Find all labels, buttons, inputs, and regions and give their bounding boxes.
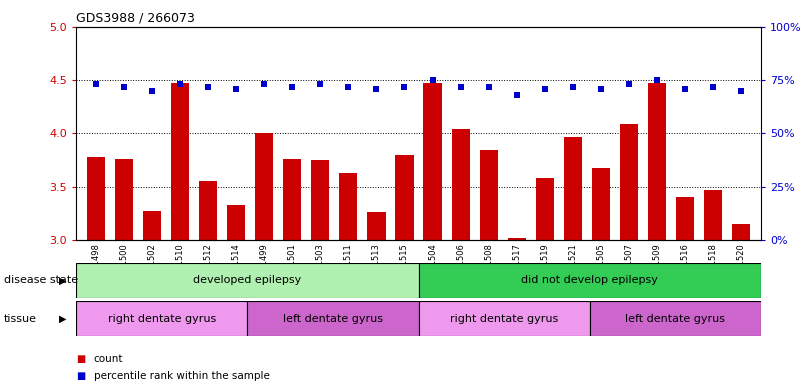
Bar: [620, 124, 638, 240]
Bar: [452, 129, 469, 240]
Point: [230, 86, 243, 92]
Point: [118, 83, 131, 89]
Text: did not develop epilepsy: did not develop epilepsy: [521, 275, 658, 285]
Bar: [676, 197, 694, 240]
Bar: [536, 178, 554, 240]
Bar: [592, 167, 610, 240]
Point: [594, 86, 607, 92]
Text: right dentate gyrus: right dentate gyrus: [450, 314, 558, 324]
Point: [678, 86, 691, 92]
Text: developed epilepsy: developed epilepsy: [193, 275, 301, 285]
Bar: [227, 205, 245, 240]
Bar: [732, 224, 751, 240]
Text: right dentate gyrus: right dentate gyrus: [107, 314, 215, 324]
Bar: [424, 83, 441, 240]
Point: [314, 81, 327, 88]
Point: [650, 77, 663, 83]
Bar: [87, 157, 105, 240]
Point: [174, 81, 187, 88]
Point: [538, 86, 551, 92]
Bar: [143, 211, 161, 240]
Text: ▶: ▶: [58, 314, 66, 324]
Bar: [255, 134, 273, 240]
Bar: [508, 238, 526, 240]
Point: [90, 81, 103, 88]
Point: [398, 83, 411, 89]
Bar: [704, 190, 723, 240]
Point: [258, 81, 271, 88]
Bar: [480, 151, 497, 240]
Text: ■: ■: [76, 354, 86, 364]
Bar: [283, 159, 301, 240]
Bar: [199, 181, 217, 240]
Point: [342, 83, 355, 89]
Bar: [76, 301, 248, 336]
Point: [482, 83, 495, 89]
Text: left dentate gyrus: left dentate gyrus: [283, 314, 383, 324]
Bar: [418, 301, 590, 336]
Bar: [418, 263, 761, 298]
Text: ■: ■: [76, 371, 86, 381]
Bar: [311, 160, 329, 240]
Text: tissue: tissue: [4, 314, 37, 324]
Bar: [368, 212, 385, 240]
Text: percentile rank within the sample: percentile rank within the sample: [94, 371, 270, 381]
Bar: [648, 83, 666, 240]
Bar: [115, 159, 133, 240]
Text: disease state: disease state: [4, 275, 78, 285]
Text: left dentate gyrus: left dentate gyrus: [626, 314, 726, 324]
Point: [370, 86, 383, 92]
Bar: [590, 301, 761, 336]
Point: [146, 88, 159, 94]
Bar: [171, 83, 189, 240]
Point: [286, 83, 299, 89]
Point: [202, 83, 215, 89]
Bar: [340, 173, 357, 240]
Point: [454, 83, 467, 89]
Bar: [76, 263, 418, 298]
Bar: [396, 155, 413, 240]
Point: [510, 92, 523, 98]
Point: [706, 83, 719, 89]
Point: [426, 77, 439, 83]
Point: [735, 88, 747, 94]
Bar: [248, 301, 418, 336]
Text: count: count: [94, 354, 123, 364]
Point: [566, 83, 579, 89]
Text: GDS3988 / 266073: GDS3988 / 266073: [76, 11, 195, 24]
Bar: [564, 137, 582, 240]
Text: ▶: ▶: [58, 275, 66, 285]
Point: [622, 81, 635, 88]
